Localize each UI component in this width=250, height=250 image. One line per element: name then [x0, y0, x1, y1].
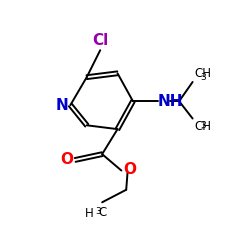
Text: O: O: [60, 152, 73, 168]
Text: 3: 3: [200, 73, 206, 82]
Text: CH: CH: [194, 68, 211, 80]
Text: 3: 3: [200, 122, 206, 130]
Text: N: N: [55, 98, 68, 112]
Text: H: H: [85, 206, 94, 220]
Text: 3: 3: [95, 206, 100, 216]
Text: CH: CH: [194, 120, 211, 133]
Text: C: C: [98, 206, 106, 219]
Text: Cl: Cl: [92, 33, 108, 48]
Text: NH: NH: [158, 94, 184, 109]
Text: O: O: [123, 162, 136, 177]
